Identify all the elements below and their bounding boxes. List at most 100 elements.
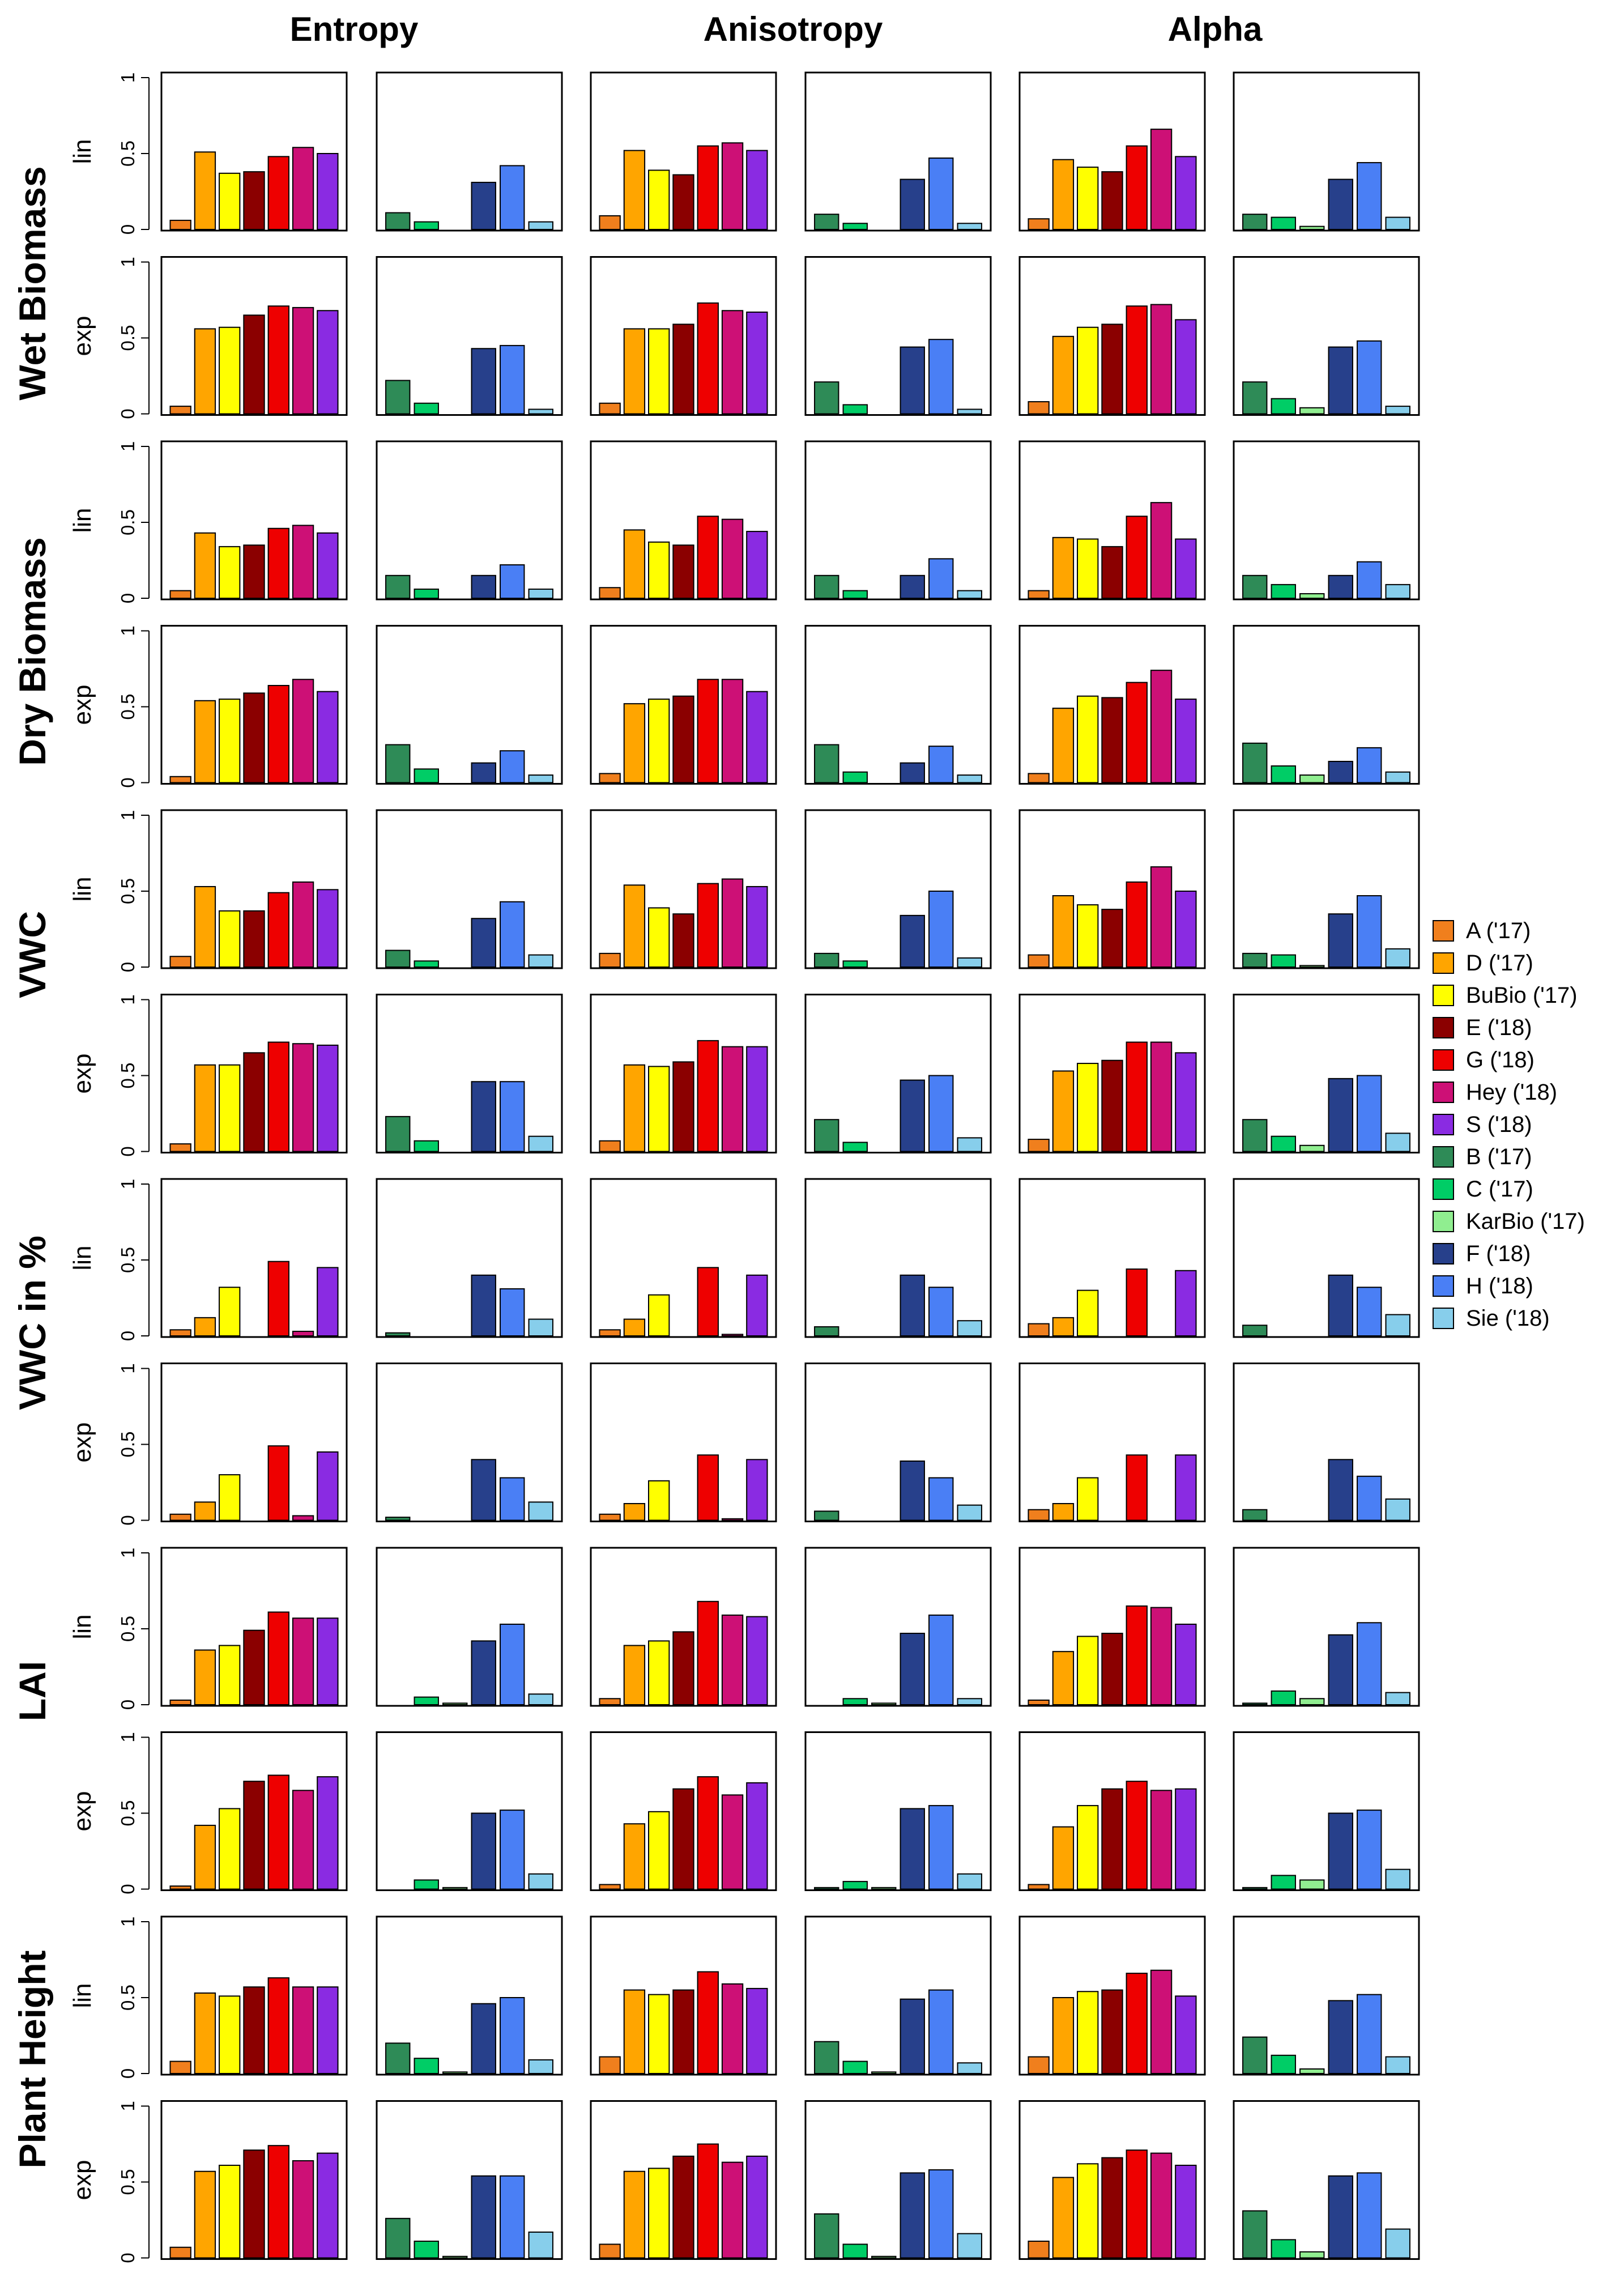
bar-s-18 [317, 310, 339, 415]
bar-h-18 [1357, 1810, 1382, 1890]
bar-s-18 [317, 1044, 339, 1152]
bar-s-18 [317, 153, 339, 230]
bar-a-17 [599, 773, 621, 784]
panel-frame [376, 1178, 563, 1338]
bar-g-18 [267, 305, 289, 415]
bar-a-17 [599, 1698, 621, 1706]
panel-frame [1018, 1178, 1206, 1338]
bar-sie-18 [1385, 2056, 1410, 2075]
bar-h-18 [1357, 1994, 1382, 2074]
bar-bubio-17 [219, 1995, 241, 2075]
panel-group-b [376, 71, 563, 232]
bar-d-17 [623, 1989, 646, 2075]
bar-hey-18 [292, 2160, 314, 2259]
bar-g-18 [1126, 516, 1148, 599]
panel-frame [1233, 1363, 1420, 1522]
bar-karbio-17 [1299, 407, 1325, 415]
y-tick-label: 1 [117, 1548, 138, 1558]
panels-grid: lin00.51exp00.51lin00.51exp00.51lin00.51… [69, 71, 1420, 2263]
y-tick-label: 0 [117, 593, 138, 603]
panel-frame [376, 809, 563, 969]
bar-c-17 [414, 2241, 439, 2259]
bar-bubio-17 [648, 907, 670, 968]
panel-group-a [1018, 1363, 1206, 1522]
bar-s-18 [1175, 1995, 1197, 2075]
panel-group-b [376, 256, 563, 416]
transform-label: exp [69, 316, 96, 356]
bar-bubio-17 [648, 1480, 670, 1521]
panel-group-a [590, 809, 777, 969]
bar-sie-18 [528, 1318, 553, 1337]
bar-b-17 [385, 574, 411, 599]
bar-c-17 [842, 590, 868, 599]
legend-item-g-18: G ('18) [1433, 1048, 1535, 1072]
bar-bubio-17 [648, 1640, 670, 1705]
legend-swatch [1433, 920, 1454, 942]
bar-f-18 [471, 1459, 496, 1521]
bar-e-18 [672, 1061, 694, 1152]
bar-a-17 [599, 2243, 621, 2259]
panel-frame [804, 440, 992, 601]
bar-b-17 [1242, 2036, 1268, 2074]
y-tick-label: 0.5 [117, 325, 138, 351]
panel-group-a [1018, 256, 1206, 416]
bar-g-18 [267, 1774, 289, 1890]
bar-hey-18 [1150, 2152, 1173, 2259]
bar-sie-18 [1385, 1692, 1410, 1706]
panel-frame [804, 1178, 992, 1338]
bar-hey-18 [721, 310, 744, 415]
legend-label: Hey ('18) [1466, 1080, 1557, 1105]
bar-sie-18 [957, 1504, 982, 1521]
panel-frame [376, 71, 563, 232]
bar-sie-18 [1385, 1133, 1410, 1152]
panel-group-a [160, 1363, 348, 1522]
legend-swatch [1433, 1082, 1454, 1103]
bar-h-18 [1357, 1622, 1382, 1706]
bar-h-18 [500, 901, 525, 968]
bar-bubio-17 [648, 169, 670, 231]
panel-group-b [376, 440, 563, 601]
bar-a-17 [599, 1884, 621, 1890]
bar-hey-18 [721, 1794, 744, 1890]
bar-h-18 [1357, 162, 1382, 230]
bar-f-18 [471, 1081, 496, 1152]
bar-bubio-17 [1077, 1477, 1099, 1521]
panel-group-b [1233, 1731, 1420, 1891]
bar-s-18 [1175, 1623, 1197, 1705]
bar-d-17 [194, 328, 216, 415]
bar-sie-18 [528, 221, 553, 231]
bar-g-18 [697, 1971, 719, 2074]
bar-bubio-17 [1077, 904, 1099, 968]
legend-item-a-17: A ('17) [1433, 918, 1531, 943]
bar-g-18 [1126, 145, 1148, 230]
panel-group-b [804, 1178, 992, 1338]
bar-f-18 [900, 1274, 925, 1337]
bar-d-17 [1052, 1651, 1075, 1705]
panel-group-a [160, 1178, 348, 1338]
panel-group-a [160, 440, 348, 601]
bar-f-18 [471, 1274, 496, 1337]
panel-frame [590, 1178, 777, 1338]
legend-swatch [1433, 1017, 1454, 1038]
bar-b-17 [1242, 1509, 1268, 1521]
panel-group-b [804, 1731, 992, 1891]
bar-s-18 [1175, 319, 1197, 415]
bar-h-18 [928, 1805, 954, 1890]
legend-swatch [1433, 1178, 1454, 1200]
y-axis: 00.51 [117, 441, 150, 603]
column-title-alpha: Alpha [1168, 10, 1263, 48]
bar-g-18 [697, 1454, 719, 1521]
bar-b-17 [385, 212, 411, 230]
panel-group-a [1018, 809, 1206, 969]
bar-f-18 [1328, 346, 1353, 415]
bar-h-18 [1357, 561, 1382, 599]
panel-group-b [1233, 2100, 1420, 2260]
bar-h-18 [1357, 1287, 1382, 1336]
legend-label: Sie ('18) [1466, 1306, 1550, 1331]
panel-frame [590, 1363, 777, 1522]
bar-karbio-17 [1299, 593, 1325, 599]
bar-bubio-17 [1077, 167, 1099, 230]
y-tick-label: 0 [117, 962, 138, 972]
bar-h-18 [928, 339, 954, 415]
bar-c-17 [842, 404, 868, 415]
